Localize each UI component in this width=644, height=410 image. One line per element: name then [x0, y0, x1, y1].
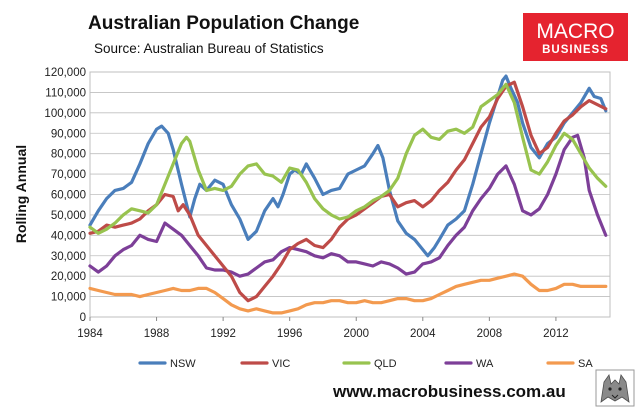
legend-label-qld: QLD: [374, 358, 397, 370]
y-tick-label: 70,000: [51, 169, 86, 181]
x-tick-label: 1992: [210, 328, 236, 340]
y-tick-label: 50,000: [51, 210, 86, 222]
x-axis-ticks: 1984 1988 1992 1996 2000 2004 2008 2012: [77, 317, 569, 340]
series-line-nsw: [88, 74, 608, 258]
chart-subtitle: Source: Australian Bureau of Statistics: [94, 41, 324, 56]
y-tick-label: 10,000: [51, 292, 86, 304]
logo-business-text: BUSINESS: [542, 44, 609, 56]
legend-label-vic: VIC: [272, 358, 290, 370]
chart-title: Australian Population Change: [88, 13, 359, 34]
series-lines: [88, 74, 608, 315]
legend-label-wa: WA: [476, 358, 494, 370]
macrobusiness-logo: MACRO BUSINESS: [523, 13, 628, 61]
legend-label-sa: SA: [578, 358, 593, 370]
footer-url: www.macrobusiness.com.au: [332, 382, 566, 401]
y-tick-label: 80,000: [51, 149, 86, 161]
series-line-wa: [88, 133, 608, 278]
logo-macro-text: MACRO: [536, 20, 614, 43]
x-tick-label: 2008: [477, 328, 503, 340]
series-line-vic: [88, 80, 608, 303]
y-tick-label: 100,000: [44, 108, 86, 120]
y-tick-label: 120,000: [44, 67, 86, 79]
legend-label-nsw: NSW: [170, 358, 196, 370]
series-line-qld: [88, 82, 608, 235]
series-line-sa: [88, 272, 608, 315]
x-tick-label: 2012: [543, 328, 569, 340]
y-tick-label: 60,000: [51, 190, 86, 202]
y-tick-label: 110,000: [45, 87, 86, 99]
y-axis-label: Rolling Annual: [13, 145, 29, 243]
y-tick-label: 30,000: [51, 251, 86, 263]
x-tick-label: 2000: [343, 328, 369, 340]
x-tick-label: 2004: [410, 328, 436, 340]
legend: NSW VIC QLD WA SA: [138, 358, 593, 370]
y-tick-label: 90,000: [51, 128, 86, 140]
x-tick-label: 1984: [77, 328, 103, 340]
x-tick-label: 1988: [144, 328, 170, 340]
plot-area: 1984 1988 1992 1996 2000 2004 2008 2012 0 10,000…: [44, 67, 611, 340]
y-tick-label: 20,000: [51, 271, 86, 283]
y-tick-label: 40,000: [51, 230, 86, 242]
y-tick-label: 0: [80, 312, 86, 324]
x-tick-label: 1996: [277, 328, 303, 340]
wolf-emblem-icon: [595, 369, 635, 407]
y-axis-ticks: 0 10,000 20,000 30,000 40,000 50,000 60,000 70,…: [44, 67, 86, 324]
logo-background: [523, 13, 628, 61]
